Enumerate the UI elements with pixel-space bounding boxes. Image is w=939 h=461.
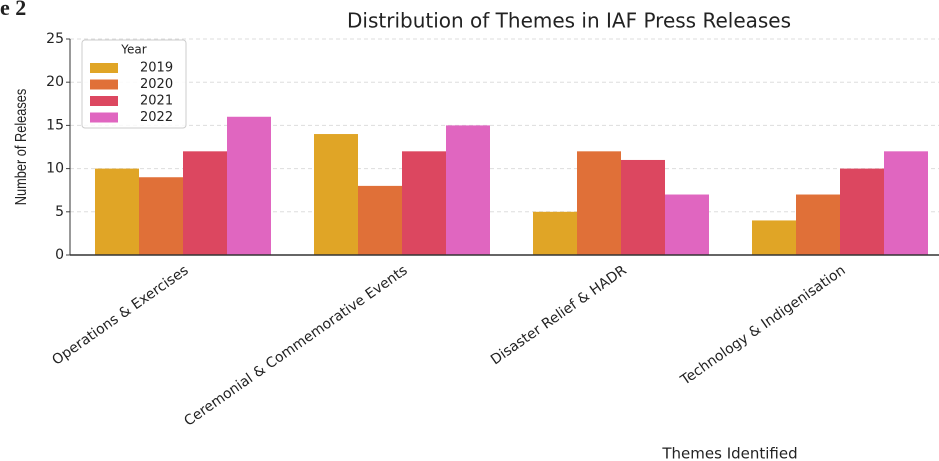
y-tick-label: 0 <box>55 247 64 263</box>
legend-swatch <box>90 112 118 123</box>
bar <box>183 151 227 255</box>
bar <box>446 125 490 256</box>
bar <box>358 185 402 255</box>
bar <box>95 168 139 255</box>
bar <box>840 168 884 255</box>
bar <box>796 194 840 255</box>
bar <box>621 159 665 255</box>
legend-label: 2022 <box>140 110 173 125</box>
y-tick-label: 5 <box>55 204 64 220</box>
x-tick-label: Ceremonial & Commemorative Events <box>181 262 410 429</box>
bar <box>227 116 271 255</box>
legend-label: 2021 <box>140 94 173 109</box>
legend-label: 2019 <box>140 61 173 76</box>
figure-label: e 2 <box>0 0 26 20</box>
y-axis-label: Number of Releases <box>13 89 31 206</box>
y-tick-label: 10 <box>46 161 64 177</box>
x-tick-label: Operations & Exercises <box>49 262 191 368</box>
bar <box>884 151 928 255</box>
y-tick-label: 25 <box>46 31 64 47</box>
legend-swatch <box>90 63 118 73</box>
bar <box>533 211 577 255</box>
bar <box>665 194 709 255</box>
bar <box>402 151 446 255</box>
x-tick-label: Technology & Indigenisation <box>677 262 848 389</box>
bar <box>577 151 621 255</box>
legend-swatch <box>90 79 118 90</box>
legend-label: 2020 <box>140 77 173 92</box>
bar <box>752 220 796 255</box>
legend-swatch <box>90 96 118 106</box>
legend-title: Year <box>120 43 146 57</box>
y-tick-label: 20 <box>46 74 64 90</box>
y-tick-label: 15 <box>46 117 64 133</box>
x-axis-label: Themes Identified <box>661 445 797 461</box>
chart-title: Distribution of Themes in IAF Press Rele… <box>347 9 791 33</box>
x-tick-label: Disaster Relief & HADR <box>488 262 630 368</box>
bar <box>314 134 358 255</box>
bar <box>139 177 183 255</box>
